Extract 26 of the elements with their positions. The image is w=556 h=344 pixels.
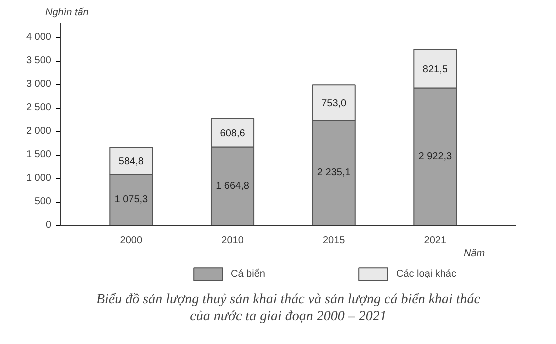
text: Biểu đồ sản lượng thuỷ sản khai thác và sản lượng cá biển khai thác của nước ta giai đoạn 2000 – 2021 [96, 292, 482, 324]
x-tick-label: 2010 [222, 236, 244, 246]
data-label: 821,5 [422, 64, 448, 76]
data-label: 1 664,8 [216, 180, 250, 192]
y-tick-label: 1 500 [26, 150, 52, 161]
y-tick-label: 0 [46, 220, 52, 231]
y-tick-label: 1 000 [26, 173, 52, 184]
y-tick-label: 3 500 [26, 56, 52, 67]
y-axis-title: Nghìn tấn [46, 8, 90, 18]
x-tick-label: 2000 [120, 236, 143, 246]
data-label: 753,0 [322, 98, 348, 110]
data-label: 1 075,3 [114, 194, 149, 206]
y-tick-label: 2 000 [26, 126, 52, 138]
legend-label: Các loại khác [396, 268, 456, 280]
data-label: 608,6 [220, 128, 246, 140]
y-tick-label: 2 500 [26, 102, 52, 114]
y-tick-label: 3 000 [26, 79, 52, 90]
y-tick-label: 500 [34, 196, 52, 208]
x-tick-label: 2015 [322, 236, 346, 246]
data-label: 584,8 [118, 156, 144, 168]
x-tick-label: 2021 [424, 236, 447, 246]
data-label: 2 235,1 [317, 168, 352, 178]
y-tick-label: 4 000 [26, 32, 52, 44]
legend-label: Cá biển [231, 268, 266, 280]
data-label: 2 922,3 [418, 151, 453, 162]
x-axis-title: Năm [464, 248, 486, 260]
